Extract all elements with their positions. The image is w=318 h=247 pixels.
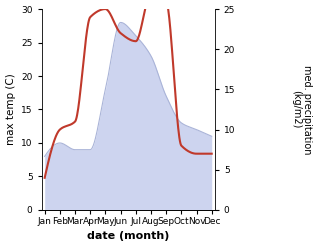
X-axis label: date (month): date (month) [87,231,169,242]
Y-axis label: max temp (C): max temp (C) [5,74,16,145]
Y-axis label: med. precipitation
(kg/m2): med. precipitation (kg/m2) [291,65,313,154]
